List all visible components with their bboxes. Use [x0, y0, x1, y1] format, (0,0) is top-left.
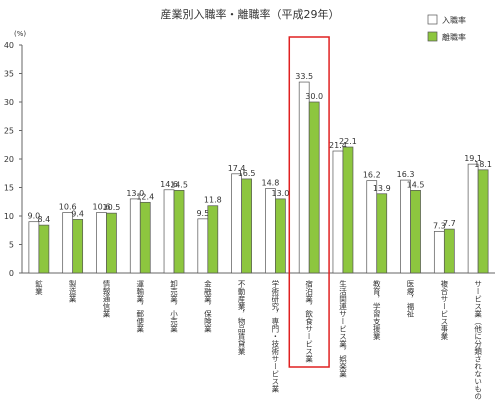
value-label: 22.1: [339, 137, 357, 146]
value-label: 10.5: [103, 203, 121, 212]
legend-swatch: [427, 31, 438, 42]
bar: [163, 189, 175, 274]
bar: [62, 212, 74, 274]
legend-label: 離職率: [442, 32, 466, 42]
y-tick-label: 20: [4, 155, 14, 164]
x-tick-label: 教育，学習支援業: [372, 279, 381, 342]
bar: [443, 228, 455, 274]
value-label: 14.5: [407, 180, 425, 189]
x-tick-label: 学術研究，専門・技術サービス業: [271, 279, 280, 394]
x-tick-label: サービス業（他に分類されないもの）: [473, 280, 482, 400]
y-tick-label: 0: [9, 269, 14, 278]
x-tick-label: 製造業: [68, 279, 77, 304]
bar: [332, 150, 344, 274]
bar: [308, 101, 320, 274]
bar: [467, 163, 479, 274]
bar: [366, 180, 378, 274]
value-label: 8.4: [38, 215, 51, 224]
x-tick-label: 鉱業: [34, 279, 43, 297]
value-label: 7.7: [443, 219, 456, 228]
x-tick-label: 生活関連サービス業，娯楽業: [338, 279, 347, 379]
bar: [477, 169, 489, 274]
bar: [72, 219, 84, 274]
bar: [129, 198, 141, 274]
x-tick-label: 金融業，保険業: [203, 279, 212, 334]
value-label: 16.2: [363, 171, 381, 180]
bar: [106, 212, 117, 274]
value-label: 14.6: [160, 180, 178, 189]
bar: [207, 205, 219, 274]
highlight-box: [288, 36, 330, 368]
y-tick-label: 40: [4, 41, 14, 50]
x-tick-label: 情報通信業: [102, 279, 111, 319]
x-tick-label: 卸売業，小売業: [169, 279, 178, 334]
x-tick-label: 宿泊業，飲食サービス業: [304, 279, 313, 364]
value-label: 16.3: [397, 170, 415, 179]
value-label: 13.0: [271, 189, 289, 198]
bar: [265, 188, 276, 274]
value-label: 18.1: [474, 160, 492, 169]
bar: [173, 190, 185, 274]
bar: [197, 218, 209, 274]
value-label: 17.4: [228, 164, 246, 173]
bar: [342, 146, 354, 274]
bar: [96, 212, 107, 274]
value-label: 14.8: [261, 179, 279, 188]
value-label: 10.6: [93, 203, 111, 212]
x-tick-label: 運輸業，郵便業: [136, 280, 145, 334]
bar: [410, 190, 421, 274]
bar: [298, 81, 310, 274]
x-tick-label: 不動産業，物品賃貸業: [237, 280, 246, 357]
bar: [38, 224, 50, 274]
bar: [400, 179, 411, 274]
y-tick-label: 35: [4, 70, 14, 79]
y-tick-label: 25: [4, 127, 14, 136]
y-axis-label: (%): [14, 30, 26, 38]
bar: [28, 221, 40, 274]
value-label: 9.4: [71, 209, 84, 218]
legend-label: 入職率: [442, 15, 466, 25]
value-label: 14.5: [170, 180, 188, 189]
bar: [139, 201, 151, 274]
value-label: 19.1: [464, 154, 482, 163]
value-label: 30.0: [305, 92, 323, 101]
x-tick-label: 複合サービス事業: [440, 279, 449, 342]
legend-swatch: [427, 14, 438, 25]
y-tick-label: 10: [4, 212, 14, 221]
value-label: 21.4: [329, 141, 347, 150]
value-label: 13.0: [126, 189, 144, 198]
bar: [275, 198, 286, 274]
bar: [241, 178, 252, 274]
bar: [231, 173, 242, 274]
value-label: 12.4: [136, 192, 154, 201]
y-tick-label: 15: [4, 184, 14, 193]
value-label: 9.0: [28, 212, 41, 221]
bar: [433, 231, 445, 274]
y-tick-label: 30: [4, 98, 14, 107]
value-label: 10.6: [59, 203, 77, 212]
value-label: 16.5: [238, 169, 256, 178]
x-tick-label: 医療，福祉: [406, 280, 415, 319]
y-tick-label: 5: [9, 241, 14, 250]
value-label: 13.9: [373, 184, 391, 193]
bar: [376, 193, 388, 274]
value-label: 33.5: [295, 72, 313, 81]
value-label: 11.8: [204, 196, 222, 205]
value-label: 9.5: [196, 209, 209, 218]
value-label: 7.3: [433, 221, 446, 230]
chart-title: 産業別入職率・離職率（平成29年）: [161, 7, 340, 21]
